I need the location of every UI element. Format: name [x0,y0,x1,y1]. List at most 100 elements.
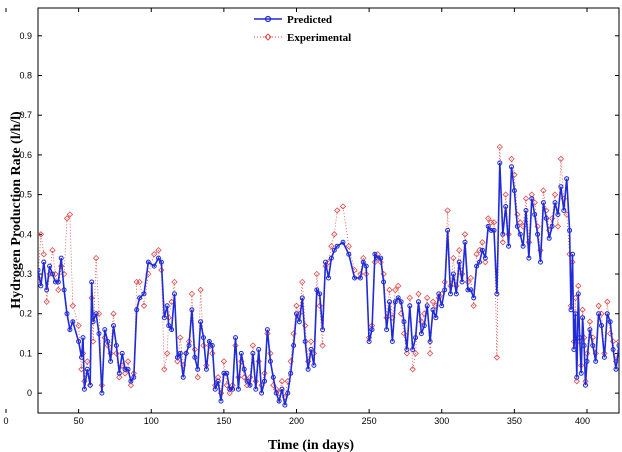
experimental-point [493,354,501,361]
experimental-point [63,215,71,222]
predicted-point [47,263,53,269]
predicted-point [577,335,583,341]
experimental-point [412,350,419,357]
predicted-point [247,382,253,388]
predicted-point [76,339,82,344]
predicted-point [514,223,520,229]
y-tick-label: 0.5 [19,190,32,200]
predicted-point [503,204,509,209]
experimental-point [461,231,469,238]
predicted-point [288,370,294,376]
experimental-point [319,342,326,349]
experimental-point [586,318,594,325]
predicted-point [38,267,41,273]
predicted-point [50,271,55,277]
predicted-point [158,259,164,265]
predicted-point [203,366,209,372]
predicted-point [244,378,250,384]
predicted-point [587,327,593,333]
predicted-point [430,307,436,313]
predicted-point [233,335,238,341]
predicted-point [99,390,105,396]
experimental-point [200,342,207,349]
x-tick-label: 200 [289,416,304,426]
predicted-point [448,291,453,297]
predicted-point [567,227,573,233]
experimental-point [604,298,611,305]
predicted-point [224,370,230,376]
x-tick-label: 350 [507,416,522,426]
predicted-point [180,374,186,380]
experimental-point [502,191,509,198]
experimental-point [328,243,335,250]
predicted-point [552,200,558,206]
experimental-point [55,286,62,294]
predicted-point [84,366,90,372]
predicted-point [520,243,526,249]
predicted-point [105,339,111,344]
predicted-point [70,319,76,325]
predicted-point [424,303,430,309]
predicted-point [172,291,177,297]
predicted-point [584,358,590,364]
predicted-point [375,255,381,261]
experimental-point [313,270,320,278]
predicted-point [389,339,395,344]
predicted-point [462,239,468,245]
experimental-point [450,254,457,262]
experimental-point [110,310,117,317]
experimental-point [339,203,347,210]
predicted-point [291,343,297,348]
predicted-point [93,311,99,317]
x-axis-ticks: 0 50 100 150 200 250 300 350 400 [3,8,590,426]
y-tick-label: 0.4 [19,229,32,239]
predicted-point [128,378,134,384]
experimental-point [575,282,582,290]
predicted-point [442,287,448,293]
predicted-point [24,213,28,217]
experimental-point [116,374,123,381]
predicted-point [164,303,170,309]
y-tick-label: 0.8 [19,71,32,81]
predicted-point [137,295,143,301]
predicted-point [174,354,180,360]
legend: Predicted Experimental [254,14,351,44]
experimental-point [595,302,602,309]
predicted-point [41,259,47,265]
x-tick-label: 0 [3,416,8,426]
x-tick-label: 300 [434,416,449,426]
experimental-point [496,143,503,151]
experimental-point [40,251,47,258]
predicted-point [221,370,227,376]
predicted-point [436,291,442,297]
predicted-point [538,259,543,265]
predicted-point [601,354,607,360]
predicted-point [195,366,201,372]
y-tick-label: 0.1 [19,348,32,358]
predicted-point [186,343,192,348]
predicted-point [540,200,546,206]
predicted-point [590,343,596,348]
predicted-point [125,366,131,372]
predicted-point [485,223,491,229]
predicted-point [64,311,70,317]
experimental-point [194,374,201,381]
predicted-point [119,350,125,356]
y-tick-label: 0 [27,388,32,398]
predicted-point [52,279,58,285]
predicted-point [564,176,570,182]
predicted-point [407,303,413,309]
predicted-point [67,327,73,333]
predicted-point [418,331,424,337]
predicted-point [44,287,50,293]
predicted-point [177,350,183,356]
predicted-point [169,327,175,333]
predicted-point [90,319,96,325]
predicted-point [535,231,541,237]
predicted-point [509,164,514,170]
x-tick-label: 400 [575,416,590,426]
predicted-point [230,386,236,392]
experimental-point [331,231,338,238]
experimental-point [345,243,352,250]
predicted-point [282,402,288,408]
